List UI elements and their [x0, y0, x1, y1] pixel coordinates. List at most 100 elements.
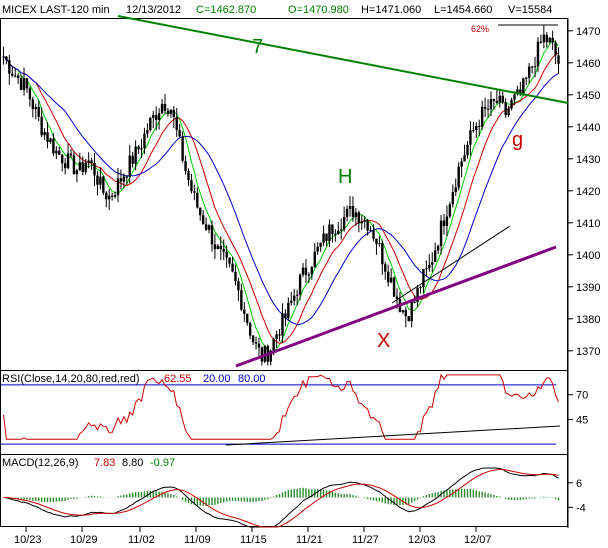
macd-signal-value: 8.80: [122, 457, 143, 469]
price-bar-body: [548, 37, 551, 43]
price-bar-body: [49, 138, 52, 143]
price-bar-body: [110, 195, 114, 197]
header-symbol: MICEX LAST-120 min: [2, 4, 110, 16]
price-bar-body: [480, 106, 484, 127]
price-bar-body: [489, 99, 493, 110]
ma-red-line: [3, 52, 559, 344]
price-bar-body: [401, 309, 405, 313]
price-bar-body: [196, 192, 199, 208]
price-bar-body: [431, 262, 434, 265]
price-bar-body: [66, 153, 70, 169]
price-bar-body: [40, 116, 43, 136]
trendline-thin[interactable]: [391, 225, 511, 304]
price-bar-body: [178, 130, 181, 137]
price-bar-body: [134, 146, 137, 164]
price-bar-body: [472, 130, 475, 132]
price-bar-body: [43, 132, 46, 136]
price-bar-body: [495, 100, 499, 103]
price-bar-body: [96, 175, 99, 185]
price-bar-body: [181, 136, 184, 161]
price-bar-body: [475, 125, 478, 131]
macd-hist-value: -0.97: [150, 457, 175, 469]
label-pct: 62%: [471, 24, 489, 34]
price-bar-body: [52, 138, 55, 154]
price-bar-body: [216, 245, 220, 250]
price-y-axis: 1470 1460 1450 1440 1430 1420 1410 1400 1390 1380…: [568, 26, 600, 358]
price-bar-body: [199, 207, 202, 216]
price-bar-body: [454, 187, 457, 193]
trendline-7[interactable]: [117, 15, 569, 104]
price-bar-body: [251, 335, 255, 343]
price-bar-body: [284, 313, 287, 319]
macd-title: MACD(12,26,9): [2, 457, 78, 469]
price-bar-body: [99, 176, 102, 185]
rsi-trendline[interactable]: [225, 425, 561, 446]
price-bar-body: [75, 170, 79, 175]
y-tick-label: 1390: [576, 282, 600, 294]
y-tick-label: 1460: [576, 58, 600, 70]
price-bar-body: [122, 176, 126, 182]
price-bar-body: [395, 296, 399, 300]
price-bar-body: [510, 99, 513, 109]
price-bar-body: [310, 267, 314, 275]
rsi-panel: 70 45: [1, 373, 588, 445]
price-bar-body: [231, 263, 234, 272]
price-bar-body: [304, 267, 308, 275]
price-bar-body: [269, 350, 272, 362]
price-bar-body: [69, 153, 73, 156]
support-line[interactable]: [235, 245, 557, 368]
price-bar-body: [316, 246, 319, 252]
macd-panel-frame: [0, 454, 568, 527]
price-bar-body: [536, 41, 540, 67]
y-tick-label: 1450: [576, 90, 600, 102]
rsi-line: [3, 373, 559, 440]
price-bar-body: [154, 114, 158, 120]
price-bar-body: [293, 295, 296, 301]
price-bar-body: [225, 251, 228, 258]
price-bar-body: [119, 178, 123, 182]
price-bar-body: [519, 89, 522, 95]
price-bar-body: [504, 102, 507, 116]
price-bar-body: [392, 277, 396, 297]
price-bar-body: [140, 148, 143, 150]
price-bar-body: [46, 132, 49, 143]
price-bar-body: [342, 216, 346, 230]
price-bar-body: [363, 219, 366, 222]
rsi-tick-label: 45: [576, 414, 588, 426]
price-bar-body: [146, 130, 149, 134]
price-bar-body: [448, 204, 452, 217]
price-bar-body: [442, 220, 446, 227]
price-bars: [2, 24, 560, 366]
price-bar-body: [319, 242, 322, 247]
price-bar-body: [301, 267, 305, 275]
price-bar-body: [375, 238, 378, 244]
price-bar-body: [351, 206, 355, 218]
rsi-tick-label: 70: [576, 390, 588, 402]
price-bar-body: [381, 243, 384, 265]
price-bar-body: [172, 109, 176, 117]
y-tick-label: 1410: [576, 218, 600, 230]
price-bar-body: [501, 95, 504, 103]
price-bar-body: [357, 212, 361, 224]
price-bar-body: [348, 206, 352, 209]
price-bar-body: [545, 34, 548, 43]
price-bar-body: [354, 212, 358, 218]
price-bar-body: [425, 268, 428, 270]
price-bar-body: [72, 155, 76, 175]
y-tick-label: 1430: [576, 154, 600, 166]
price-bar-body: [193, 191, 196, 193]
price-bar-body: [246, 313, 249, 324]
ma-blue-line: [3, 56, 559, 326]
price-bar-body: [78, 162, 82, 171]
price-bar-body: [128, 155, 131, 177]
price-bar-body: [557, 55, 560, 64]
price-bar-body: [516, 89, 519, 95]
price-bar-body: [169, 109, 173, 114]
price-bar-body: [116, 178, 120, 196]
price-bar-body: [313, 251, 316, 268]
price-bar-body: [19, 78, 23, 90]
price-bar-body: [272, 338, 275, 351]
price-bar-body: [469, 130, 472, 145]
